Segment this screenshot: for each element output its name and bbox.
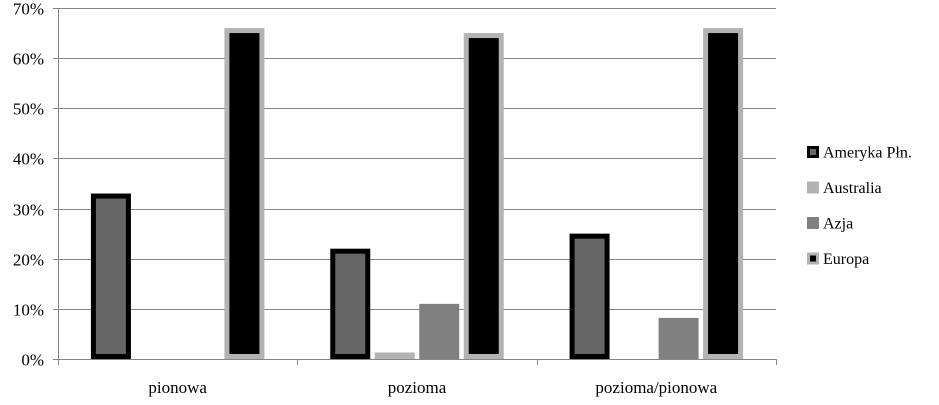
legend-label: Ameryka Płn. [823,145,912,162]
bar-azja-pozioma [419,303,460,359]
y-tick-label: 70% [13,0,44,19]
y-tick-label: 10% [13,301,44,320]
legend-swatch [807,181,819,194]
y-tick-label: 30% [13,201,44,220]
bar-europa-pozioma [463,33,504,359]
legend-swatch [807,252,819,265]
y-tick-label: 60% [13,50,44,69]
x-category-labels: pionowa pozioma pozioma/pionowa [148,378,717,397]
bar-ameryka-p-n--pozioma [330,248,371,359]
bar-australia-pozioma [374,352,415,359]
bars [90,28,744,360]
legend-label: Azja [823,216,853,233]
gridlines [58,8,776,310]
bar-ameryka-p-n--pozioma-pionowa [569,233,610,359]
y-tick-label: 0% [21,351,44,370]
y-tick-label: 20% [13,251,44,270]
legend: Ameryka Płn. Australia Azja Europa [807,145,912,268]
x-category-label: pozioma [388,378,447,397]
legend-swatch [807,146,819,158]
legend-label: Australia [823,180,882,197]
legend-label: Europa [823,251,869,268]
x-category-label: pionowa [148,378,207,397]
bar-ameryka-p-n--pionowa [90,193,131,359]
x-category-label: pozioma/pionowa [595,378,717,397]
bar-azja-pozioma-pionowa [658,317,699,359]
y-tick-labels: 0% 10% 20% 30% 40% 50% 60% 70% [13,0,44,370]
bar-europa-pionowa [224,28,265,360]
legend-swatch [807,217,819,229]
axes [53,8,777,365]
y-tick-label: 50% [13,100,44,119]
bar-europa-pozioma-pionowa [703,28,744,360]
y-tick-label: 40% [13,150,44,169]
